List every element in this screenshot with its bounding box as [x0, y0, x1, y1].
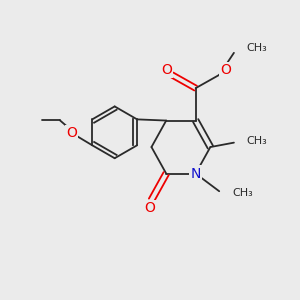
Text: O: O	[220, 63, 231, 76]
Text: O: O	[145, 201, 155, 215]
Text: CH₃: CH₃	[246, 136, 267, 146]
Text: O: O	[66, 126, 77, 140]
Text: O: O	[161, 63, 172, 76]
Text: N: N	[190, 167, 201, 181]
Text: CH₃: CH₃	[232, 188, 253, 198]
Text: CH₃: CH₃	[246, 44, 267, 53]
